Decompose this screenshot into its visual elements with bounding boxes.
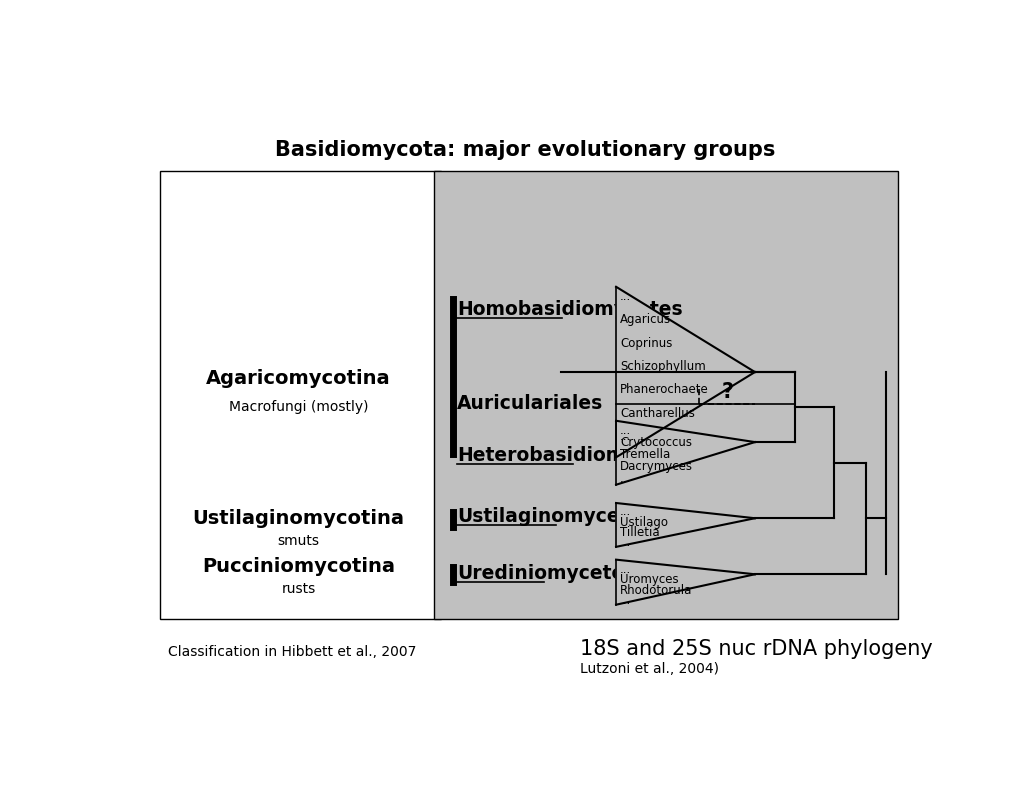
Text: smuts: smuts [278, 534, 319, 547]
Text: Ustilaginomycotina: Ustilaginomycotina [193, 509, 404, 528]
Text: Auriculariales: Auriculariales [458, 394, 603, 413]
Polygon shape [616, 287, 755, 457]
Text: ...: ... [620, 562, 631, 576]
Text: Classification in Hibbett et al., 2007: Classification in Hibbett et al., 2007 [168, 645, 416, 659]
Text: ...: ... [620, 536, 631, 549]
Text: Homobasidiomycetes: Homobasidiomycetes [458, 300, 683, 319]
Text: ...: ... [620, 430, 631, 443]
Text: Pucciniomycotina: Pucciniomycotina [202, 558, 395, 577]
Polygon shape [616, 560, 755, 604]
Polygon shape [616, 503, 755, 547]
Text: ...: ... [620, 594, 631, 607]
Text: Cantharellus: Cantharellus [620, 407, 695, 420]
Text: Urediniomycetes: Urediniomycetes [458, 563, 636, 582]
Text: rusts: rusts [282, 582, 315, 596]
Text: Crytococcus: Crytococcus [620, 436, 692, 448]
Text: Basidiomycota: major evolutionary groups: Basidiomycota: major evolutionary groups [274, 140, 775, 160]
Text: Schizophyllum: Schizophyllum [620, 360, 706, 373]
Text: Tilletia: Tilletia [620, 526, 659, 539]
Polygon shape [616, 421, 755, 485]
Text: ?: ? [721, 381, 733, 402]
Text: Ustilago: Ustilago [620, 516, 668, 528]
Text: ...: ... [620, 424, 631, 437]
Bar [433, 171, 898, 619]
Bar [160, 171, 441, 619]
Text: Agaricomycotina: Agaricomycotina [206, 369, 391, 388]
Text: Uromyces: Uromyces [620, 573, 679, 586]
Text: Heterobasidiomycetes: Heterobasidiomycetes [458, 446, 694, 465]
Text: Dacrymyces: Dacrymyces [620, 460, 693, 473]
Text: ...: ... [620, 472, 631, 485]
Text: Ustilaginomycetes: Ustilaginomycetes [458, 507, 652, 526]
Text: 18S and 25S nuc rDNA phylogeny: 18S and 25S nuc rDNA phylogeny [581, 639, 933, 659]
Text: Agaricus: Agaricus [620, 313, 671, 326]
Text: Rhodotorula: Rhodotorula [620, 584, 692, 596]
Text: Coprinus: Coprinus [620, 336, 673, 350]
Text: ...: ... [620, 505, 631, 518]
Text: ...: ... [620, 290, 631, 303]
Text: Macrofungi (mostly): Macrofungi (mostly) [229, 399, 369, 414]
Text: Lutzoni et al., 2004): Lutzoni et al., 2004) [581, 661, 719, 676]
Text: Phanerochaete: Phanerochaete [620, 384, 709, 396]
Text: Tremella: Tremella [620, 448, 671, 461]
